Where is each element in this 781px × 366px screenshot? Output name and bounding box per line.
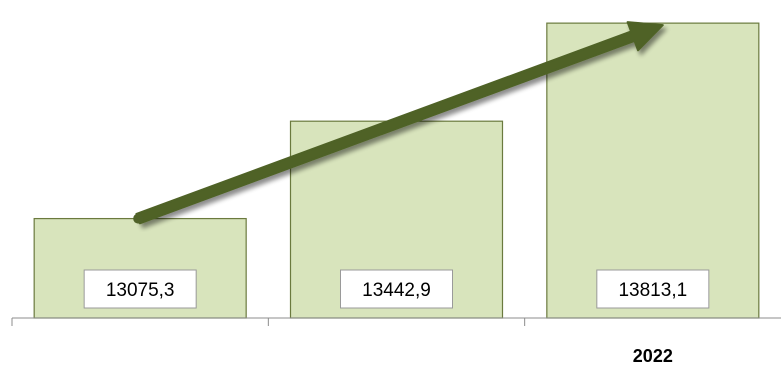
- value-label-box-2: [340, 269, 453, 309]
- value-label-1: 13075,3: [106, 280, 175, 301]
- value-label-box-1: [83, 269, 197, 309]
- value-labels-layer: 13075,3 13442,9 13813,1: [83, 269, 710, 309]
- trend-arrow-shape: [135, 21, 664, 225]
- trend-arrow-tail: [133, 213, 144, 224]
- x-axis: [11, 317, 781, 326]
- bar-3: [546, 22, 760, 319]
- value-label-3: 13813,1: [618, 280, 687, 301]
- trend-arrow: [133, 21, 664, 225]
- category-labels-layer: 2022: [633, 346, 673, 366]
- value-label-2: 13442,9: [362, 280, 431, 301]
- value-label-box-3: [596, 269, 710, 309]
- category-label-3: 2022: [633, 346, 673, 366]
